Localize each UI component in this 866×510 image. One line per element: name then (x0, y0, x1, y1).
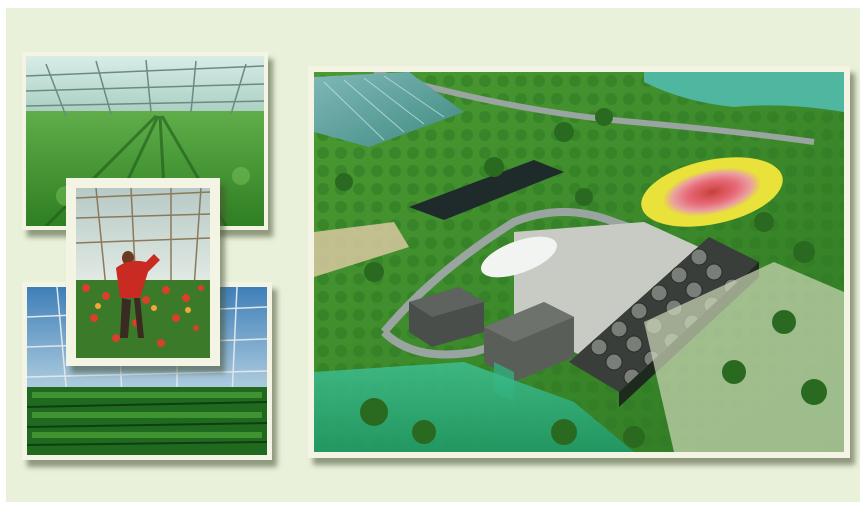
greenhouse-worker-photo (76, 188, 210, 358)
worker-figure (116, 251, 160, 338)
aerial-facility-render (314, 72, 844, 452)
